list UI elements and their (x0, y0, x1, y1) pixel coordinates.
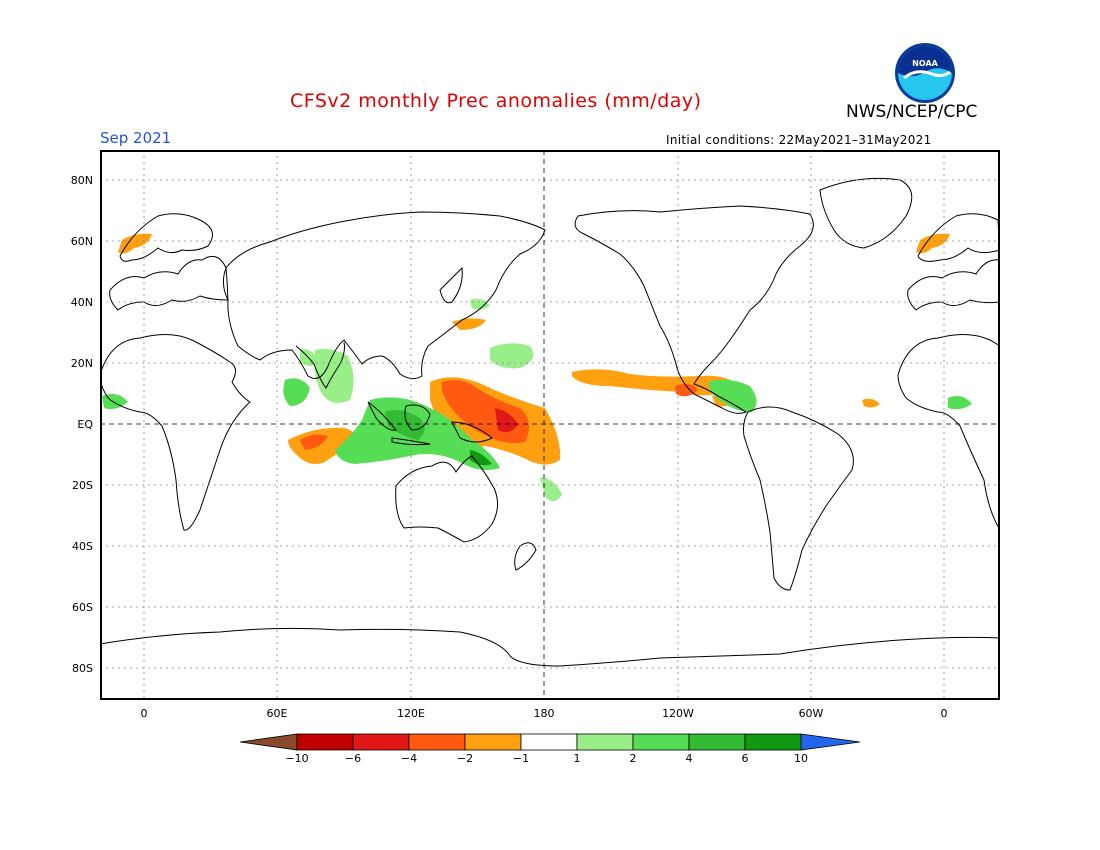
anomaly-central-america-positive (708, 379, 757, 412)
anomaly-scandinavia-negative (118, 233, 152, 254)
coast-australia (395, 455, 498, 543)
month-label: Sep 2021 (100, 129, 172, 147)
anomaly-indian-ocean-core (300, 434, 328, 450)
coast-scandinavia (119, 213, 213, 262)
colorbar-label-neg2: −2 (456, 752, 474, 765)
colorbar-label-10: 10 (794, 752, 808, 765)
anomaly-central-pacific-core (675, 383, 698, 397)
coast-north-america (574, 205, 814, 414)
coastlines (100, 177, 1000, 667)
anomaly-western-pacific-positive (490, 343, 534, 369)
anomaly-arabian-sea-positive (283, 378, 310, 406)
colorbar-bin-7 (632, 733, 690, 751)
colorbar-bin-5 (520, 733, 578, 751)
anomaly-atlantic-negative (862, 398, 880, 408)
initial-conditions-label: Initial conditions: 22May2021–31May2021 (666, 133, 932, 147)
anomaly-central-pacific-band (572, 369, 740, 396)
colorbar-bin-8 (688, 733, 746, 751)
anomaly-west-africa-positive-2 (948, 396, 972, 410)
lon-label-180: 180 (533, 707, 555, 720)
colorbar-bin-1 (296, 733, 354, 751)
colorbar-label-2: 2 (629, 752, 637, 765)
lat-label-40s: 40S (72, 540, 93, 553)
colorbar-high-triangle (800, 733, 861, 751)
colorbar-bin-9 (744, 733, 802, 751)
map-panel (100, 150, 1000, 700)
graticule (100, 150, 1000, 700)
anomaly-west-pacific-core (495, 408, 518, 433)
coast-south-america (743, 406, 854, 591)
anomaly-indian-ocean-negative (288, 427, 358, 464)
anomaly-maritime-continent-core (385, 410, 425, 440)
anomaly-maritime-continent-dark (470, 450, 492, 466)
lat-label-20s: 20S (72, 479, 93, 492)
lon-label-120e: 120E (397, 707, 425, 720)
colorbar-label-neg10: −10 (285, 752, 309, 765)
colorbar-label-4: 4 (685, 752, 693, 765)
coast-asia (225, 211, 546, 380)
lat-label-60s: 60S (72, 601, 93, 614)
colorbar-label-neg1: −1 (512, 752, 530, 765)
coast-java (391, 437, 431, 446)
logo-text: NOAA (912, 59, 938, 68)
lon-label-120w: 120W (662, 707, 694, 720)
lat-label-80n: 80N (70, 174, 93, 187)
lon-label-60w: 60W (798, 707, 824, 720)
coast-new-zealand (514, 542, 537, 571)
colorbar-low-triangle (240, 733, 298, 751)
colorbar (240, 733, 861, 751)
lat-label-80s: 80S (72, 662, 93, 675)
lon-label-0-right: 0 (940, 707, 948, 720)
coast-greenland (819, 177, 913, 249)
colorbar-label-neg6: −6 (344, 752, 362, 765)
coast-sumatra (367, 401, 397, 431)
lat-label-eq: EQ (77, 418, 93, 431)
lon-label-0: 0 (140, 707, 148, 720)
coast-india (295, 341, 345, 389)
coast-africa (100, 334, 251, 531)
coast-japan (439, 266, 463, 304)
coast-antarctica (100, 627, 1000, 667)
anomaly-northeast-asia-positive (470, 298, 490, 310)
colorbar-label-1: 1 (573, 752, 581, 765)
colorbar-bin-4 (464, 733, 522, 751)
anomaly-bay-of-bengal-positive (314, 348, 354, 403)
coast-africa-right (897, 334, 1000, 531)
lat-label-20n: 20N (70, 357, 93, 370)
lat-label-40n: 40N (70, 296, 93, 309)
anomaly-scandinavia-negative-2 (916, 233, 950, 254)
agency-label: NWS/NCEP/CPC (846, 102, 978, 122)
coast-scandinavia-right (917, 213, 1000, 262)
anomaly-shading (102, 233, 972, 502)
colorbar-label-6: 6 (741, 752, 749, 765)
coast-europe-right (907, 259, 1000, 311)
colorbar-bin-2 (352, 733, 410, 751)
map-title: CFSv2 monthly Prec anomalies (mm/day) (290, 90, 702, 112)
lat-label-60n: 60N (70, 235, 93, 248)
colorbar-bin-3 (408, 733, 466, 751)
noaa-logo: NOAA (895, 43, 955, 103)
anomaly-south-pacific-positive (540, 477, 562, 502)
colorbar-bin-6 (576, 733, 634, 751)
coast-borneo (404, 404, 431, 431)
map-frame (100, 150, 1000, 700)
colorbar-label-neg4: −4 (400, 752, 418, 765)
lon-label-60e: 60E (266, 707, 288, 720)
